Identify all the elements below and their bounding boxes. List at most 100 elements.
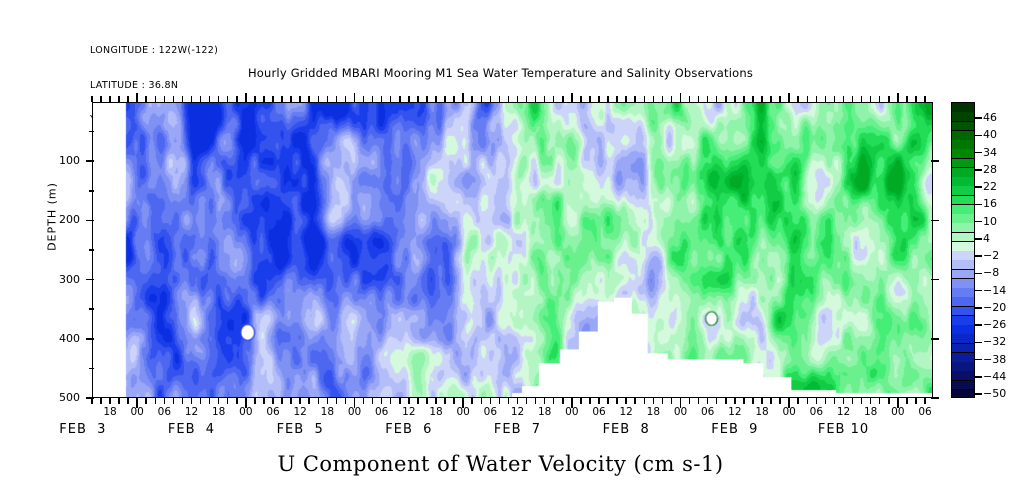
colorbar-label: 40 — [983, 128, 997, 142]
x-tick-top-minor — [236, 96, 238, 102]
x-tick-minor — [281, 398, 283, 404]
x-axis-hour-label: 18 — [103, 406, 117, 418]
colorbar-tick — [975, 393, 982, 395]
x-axis-day-label: FEB 5 — [276, 422, 324, 437]
x-tick-minor — [797, 398, 799, 404]
x-tick-top-minor — [145, 96, 147, 102]
x-tick-minor — [208, 398, 211, 404]
x-axis-hour-label: 00 — [239, 406, 253, 418]
x-tick-top-minor — [697, 96, 700, 102]
colorbar-label: −50 — [983, 387, 1007, 400]
x-tick-top-minor — [580, 96, 582, 102]
x-tick-minor — [444, 398, 446, 404]
x-axis-hour-label: 00 — [673, 406, 688, 418]
x-tick-minor — [335, 398, 338, 404]
x-tick-top-minor — [625, 96, 627, 102]
y-axis-label: 200 — [59, 213, 80, 227]
x-tick-minor — [380, 398, 383, 404]
x-tick-minor — [706, 398, 709, 404]
x-axis-hour-label: 06 — [918, 406, 932, 418]
x-axis-hour-label: 00 — [456, 406, 470, 418]
y-tick-minor — [89, 249, 94, 251]
x-tick-top-minor — [181, 96, 184, 102]
x-axis-hour-label: 12 — [293, 406, 307, 418]
plot-area — [92, 102, 933, 398]
x-tick-top-major — [136, 93, 138, 102]
x-tick-minor — [607, 398, 609, 404]
x-tick-top-minor — [779, 96, 781, 102]
x-tick-minor — [507, 398, 510, 404]
colorbar-label: 4 — [983, 231, 990, 245]
x-tick-top-minor — [254, 96, 256, 102]
x-tick-minor — [878, 398, 881, 404]
x-tick-top-minor — [878, 96, 881, 102]
x-tick-minor — [752, 398, 754, 404]
colorbar-tick — [975, 358, 982, 361]
x-axis-hour-label: 18 — [320, 406, 335, 418]
x-tick-top-minor — [362, 96, 365, 102]
colorbar — [951, 102, 975, 398]
x-tick-minor — [172, 398, 175, 404]
x-tick-top-minor — [417, 96, 419, 102]
x-tick-minor — [833, 398, 836, 404]
x-tick-minor — [824, 398, 827, 404]
colorbar-label: −2 — [983, 249, 1000, 262]
x-tick-minor — [254, 398, 256, 404]
x-tick-top-minor — [906, 96, 908, 102]
x-tick-minor — [435, 398, 437, 404]
x-tick-minor — [815, 398, 818, 404]
x-tick-minor — [634, 398, 636, 404]
colorbar-tick — [975, 376, 982, 378]
x-axis-day-label: FEB 3 — [59, 422, 107, 437]
x-tick-top-minor — [688, 96, 691, 102]
x-tick-minor — [426, 398, 428, 404]
x-axis-day-label: FEB 6 — [385, 422, 433, 437]
colorbar-label: −8 — [983, 266, 1000, 280]
velocity-heatmap-canvas — [93, 103, 932, 397]
x-tick-top-minor — [408, 96, 410, 102]
x-tick-minor — [453, 398, 455, 404]
x-tick-minor — [263, 398, 265, 404]
x-tick-minor — [308, 398, 310, 404]
x-axis-hour-label: 06 — [157, 406, 172, 418]
x-tick-top-minor — [163, 96, 166, 102]
colorbar-tick — [975, 220, 982, 223]
x-tick-top-minor — [389, 96, 392, 102]
colorbar-tick — [975, 289, 982, 292]
x-tick-top-minor — [743, 96, 745, 102]
x-tick-minor — [226, 398, 229, 404]
x-tick-top-minor — [734, 96, 736, 102]
x-tick-top-minor — [344, 96, 347, 102]
x-tick-top-minor — [706, 96, 709, 102]
x-tick-top-minor — [516, 96, 519, 102]
x-tick-top-minor — [598, 96, 600, 102]
x-tick-minor — [399, 398, 401, 404]
x-tick-minor — [163, 398, 166, 404]
x-tick-top-minor — [217, 96, 220, 102]
x-tick-top-minor — [208, 96, 211, 102]
y-tick-right — [931, 338, 939, 340]
x-tick-minor — [806, 398, 809, 404]
x-tick-minor — [145, 398, 147, 404]
x-tick-minor — [715, 398, 718, 404]
x-tick-minor — [489, 398, 492, 404]
x-tick-major — [136, 398, 138, 408]
x-tick-minor — [625, 398, 627, 404]
x-tick-top-minor — [643, 96, 646, 102]
x-tick-top-minor — [263, 96, 265, 102]
x-tick-minor — [154, 398, 157, 404]
x-axis-hour-label: 12 — [402, 406, 416, 418]
y-tick-minor — [89, 190, 94, 192]
x-tick-top-minor — [127, 96, 129, 102]
x-axis-hour-label: 00 — [347, 406, 362, 418]
x-tick-top-minor — [489, 96, 492, 102]
x-axis-hour-label: 00 — [130, 406, 144, 418]
x-tick-top-minor — [326, 96, 329, 102]
x-tick-top-minor — [824, 96, 827, 102]
x-tick-top-minor — [380, 96, 383, 102]
x-tick-minor — [272, 398, 274, 404]
colorbar-tick — [975, 169, 982, 171]
colorbar-label: −38 — [983, 352, 1007, 366]
x-axis-day-label: FEB 8 — [602, 422, 650, 437]
colorbar-tick — [975, 255, 982, 257]
